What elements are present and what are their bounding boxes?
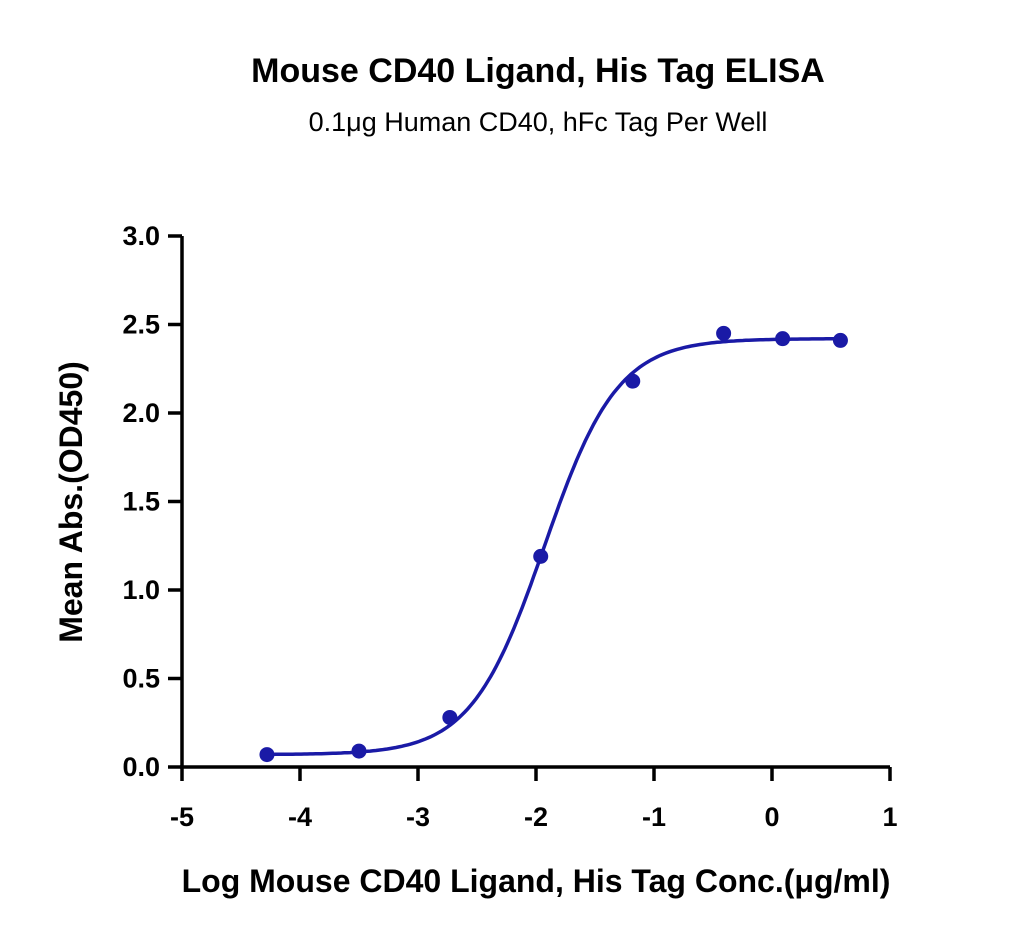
y-tick-label: 1.0 <box>122 575 160 605</box>
y-tick-label: 0.0 <box>122 752 160 782</box>
y-tick-label: 3.0 <box>122 221 160 251</box>
x-tick-label: 0 <box>764 802 779 832</box>
y-tick-label: 0.5 <box>122 664 160 694</box>
x-tick-label: -5 <box>170 802 194 832</box>
data-point <box>625 373 641 389</box>
data-points <box>259 325 848 763</box>
y-tick-label: 2.5 <box>122 310 160 340</box>
y-tick-label: 2.0 <box>122 398 160 428</box>
data-point <box>832 332 848 348</box>
x-tick-label: -1 <box>642 802 666 832</box>
x-axis-title: Log Mouse CD40 Ligand, His Tag Conc.(μg/… <box>182 863 891 899</box>
x-tick-label: -4 <box>288 802 312 832</box>
x-tick-label: -3 <box>406 802 430 832</box>
x-axis-ticks: -5 -4 -3 -2 -1 0 1 <box>170 767 898 832</box>
x-tick-label: 1 <box>882 802 897 832</box>
y-tick-label: 1.5 <box>122 487 160 517</box>
data-point <box>533 548 549 564</box>
data-point <box>775 331 791 347</box>
y-axis-title: Mean Abs.(OD450) <box>53 361 89 643</box>
chart-subtitle: 0.1μg Human CD40, hFc Tag Per Well <box>309 107 768 137</box>
y-axis-ticks: 0.0 0.5 1.0 1.5 2.0 2.5 3.0 <box>122 221 182 782</box>
chart-title: Mouse CD40 Ligand, His Tag ELISA <box>251 52 825 90</box>
data-point <box>442 709 458 725</box>
fit-curve <box>267 337 841 757</box>
x-tick-label: -2 <box>524 802 548 832</box>
data-point <box>351 743 367 759</box>
data-point <box>259 747 275 763</box>
data-point <box>716 325 732 341</box>
